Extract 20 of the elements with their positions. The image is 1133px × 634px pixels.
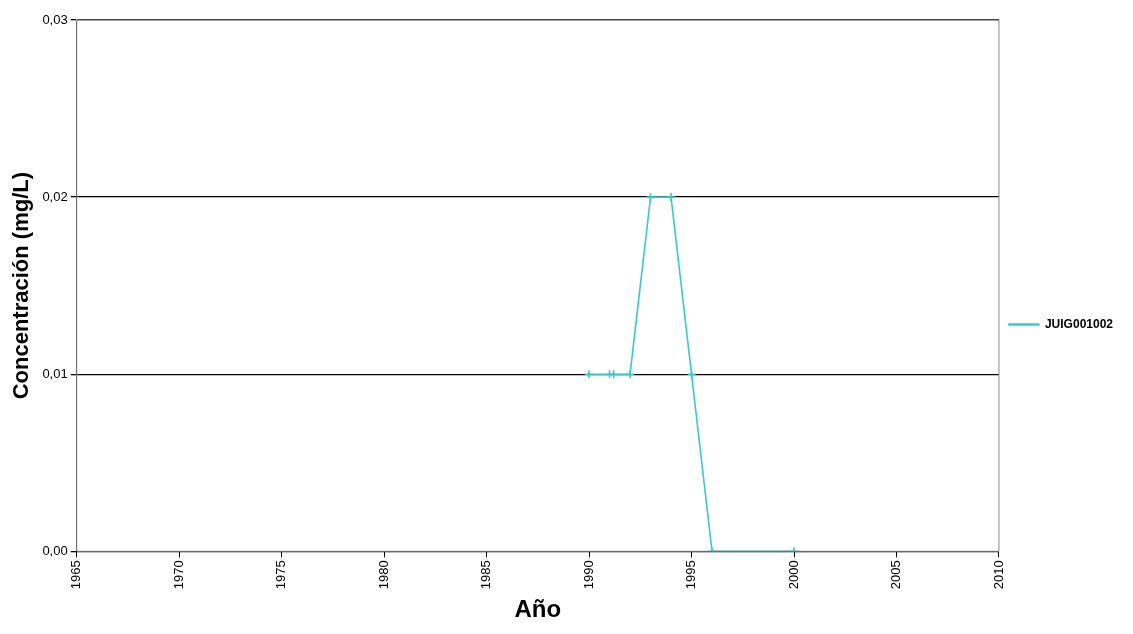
x-tick-label: 1995	[683, 560, 699, 590]
point	[666, 192, 676, 202]
x-tick-label: 2010	[990, 560, 1006, 590]
y-tick-label: 0,03	[42, 11, 68, 27]
x-axis-title: Año	[514, 595, 562, 623]
y-tick-label: 0,01	[42, 365, 68, 381]
x-tick-label: 1975	[273, 560, 289, 590]
x-tick-label: 1990	[580, 560, 596, 590]
legend-label: JUIG001002	[1044, 316, 1114, 331]
x-tick-label: 1985	[478, 560, 494, 590]
y-tick-label: 0,00	[42, 542, 68, 558]
x-tick-label: 1965	[68, 560, 84, 590]
x-tick-label: 2005	[888, 560, 904, 590]
y-tick-label: 0,02	[42, 188, 68, 204]
point	[625, 369, 635, 379]
point	[584, 369, 594, 379]
y-axis-title: Concentración (mg/L)	[8, 171, 34, 400]
x-tick-label: 2000	[785, 560, 801, 590]
x-tick-label: 1970	[170, 560, 186, 590]
x-tick-label: 1980	[375, 560, 391, 590]
